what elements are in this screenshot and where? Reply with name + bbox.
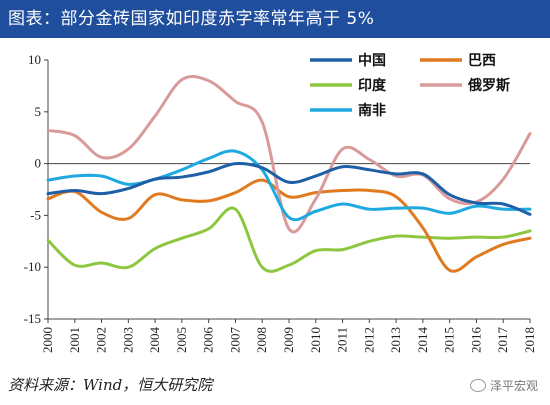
x-tick-label: 2012 [361,327,376,353]
x-tick-label: 2015 [442,327,457,353]
watermark-label: 泽平宏观 [489,379,538,393]
x-tick-label: 2008 [254,327,269,353]
x-tick-label: 2013 [388,327,403,353]
y-tick-label: 0 [35,156,42,171]
legend-label: 巴西 [468,53,496,69]
legend-label: 中国 [358,52,386,69]
x-tick-label: 2011 [335,327,350,353]
x-tick-label: 2018 [522,327,537,353]
x-tick-label: 2016 [468,327,483,354]
x-tick-label: 2005 [174,327,189,353]
x-tick-label: 2003 [120,327,135,353]
series-line-3 [46,206,532,273]
x-tick-label: 2014 [415,327,430,354]
x-tick-label: 2007 [227,327,242,354]
y-tick-label: -5 [30,207,41,222]
x-tick-label: 2001 [67,327,82,353]
y-tick-label: 5 [35,104,42,119]
y-tick-label: -10 [24,259,41,274]
x-tick-label: 2006 [201,327,216,354]
legend-label: 南非 [358,102,386,119]
x-tick-label: 2009 [281,327,296,353]
series-lines [46,74,532,273]
x-tick-label: 2002 [94,327,109,353]
chart-title: 图表：部分金砖国家如印度赤字率常年高于 5% [0,0,550,38]
x-tick-label: 2000 [40,327,55,353]
x-tick-label: 2010 [308,327,323,353]
x-tick-label: 2004 [147,327,162,354]
y-tick-label: 10 [28,52,41,67]
watermark: 泽平宏观 [469,377,538,394]
series-line-2 [46,178,532,273]
x-tick-label: 2017 [495,327,510,354]
series-line-5 [46,149,532,222]
series-line-1 [46,161,532,216]
legend-label: 俄罗斯 [467,77,510,94]
wechat-icon [469,379,486,392]
series-line-4 [46,74,532,234]
legend-label: 印度 [358,77,387,94]
y-tick-label: -15 [24,311,41,326]
source-note: 资料来源：Wind，恒大研究院 [8,376,213,394]
